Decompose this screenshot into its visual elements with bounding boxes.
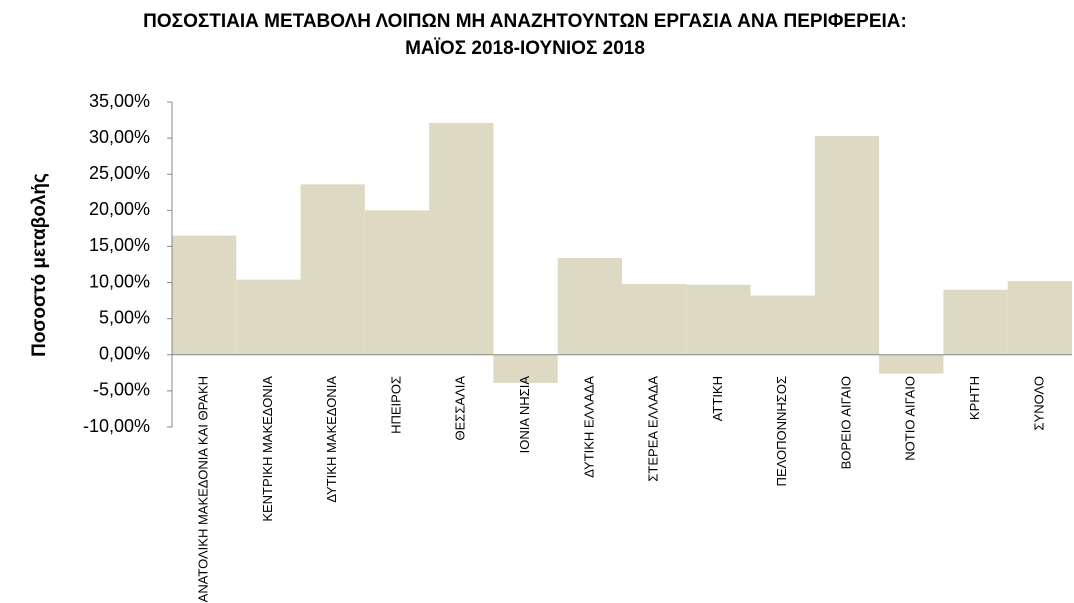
x-tick-label: ΑΤΤΙΚΗ (710, 376, 725, 421)
x-tick-label: ΔΥΤΙΚΗ ΜΑΚΕΔΟΝΙΑ (324, 376, 339, 503)
x-tick-label: ΝΟΤΙΟ ΑΙΓΑΙΟ (903, 376, 918, 461)
bar (622, 284, 687, 355)
x-tick-label: ΣΤΕΡΕΑ ΕΛΛΑΔΑ (646, 376, 661, 482)
x-tick-label: ΚΡΗΤΗ (967, 376, 982, 420)
bar (300, 184, 365, 355)
y-tick-label: -10,00% (83, 416, 150, 436)
bar (750, 295, 815, 355)
y-tick-label: 0,00% (99, 344, 150, 364)
y-tick-label: 30,00% (89, 127, 150, 147)
x-tick-label: ΚΕΝΤΡΙΚΗ ΜΑΚΕΔΟΝΙΑ (260, 376, 275, 522)
bar (493, 354, 558, 383)
bar (236, 279, 301, 355)
x-tick-label: ΗΠΕΙΡΟΣ (388, 376, 403, 434)
chart-title: ΠΟΣΟΣΤΙΑΙΑ ΜΕΤΑΒΟΛΗ ΛΟΙΠΩΝ ΜΗ ΑΝΑΖΗΤΟΥΝΤ… (143, 11, 907, 59)
x-tick-label: ΣΥΝΟΛΟ (1031, 376, 1046, 431)
y-tick-label: 35,00% (89, 91, 150, 111)
y-tick-label: -5,00% (93, 380, 150, 400)
y-axis-label: Ποσοστό μεταβολής (29, 173, 50, 357)
x-tick-label: ΒΟΡΕΙΟ ΑΙΓΑΙΟ (838, 376, 853, 469)
bar (557, 258, 622, 355)
y-tick-label: 25,00% (89, 163, 150, 183)
y-tick-label: 15,00% (89, 235, 150, 255)
bar (943, 289, 1008, 355)
x-tick-label: ΑΝΑΤΟΛΙΚΗ ΜΑΚΕΔΟΝΙΑ ΚΑΙ ΘΡΑΚΗ (196, 376, 211, 602)
bar (814, 135, 880, 355)
bar (429, 122, 494, 355)
bar (364, 210, 430, 355)
bar (172, 235, 237, 355)
x-tick-label: ΘΕΣΣΑΛΙΑ (453, 376, 468, 441)
bar (879, 354, 944, 374)
x-tick-label: ΔΥΤΙΚΗ ΕΛΛΑΔΑ (581, 376, 596, 478)
x-tick-label: ΙΟΝΙΑ ΝΗΣΙΑ (517, 376, 532, 454)
y-tick-label: 5,00% (99, 307, 150, 327)
bar (686, 284, 751, 355)
bar (1007, 281, 1072, 355)
y-tick-label: 20,00% (89, 199, 150, 219)
y-tick-label: 10,00% (89, 271, 150, 291)
x-tick-label: ΠΕΛΟΠΟΝΝΗΣΟΣ (774, 376, 789, 486)
